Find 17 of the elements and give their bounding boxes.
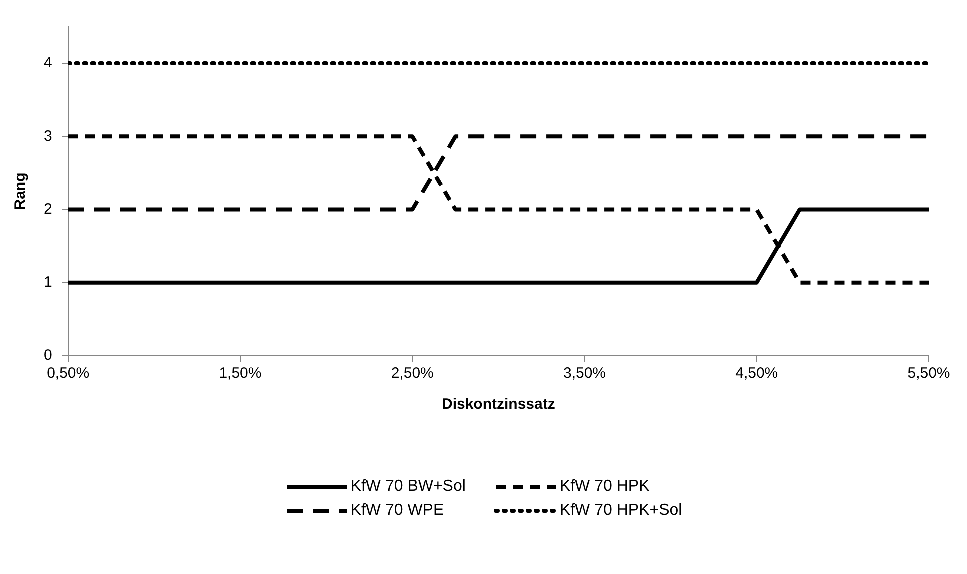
y-tick-label: 0	[44, 347, 52, 364]
x-tick-label: 5,50%	[908, 365, 950, 382]
legend-label: KfW 70 HPK	[560, 478, 650, 496]
x-tick-label: 0,50%	[47, 365, 90, 382]
y-tick-label: 4	[44, 54, 52, 72]
y-axis-title: Rang	[12, 172, 30, 210]
legend-label: KfW 70 BW+Sol	[350, 478, 466, 496]
y-tick-label: 1	[44, 274, 52, 292]
x-tick-label: 3,50%	[563, 365, 606, 382]
y-tick-label: 2	[44, 200, 52, 218]
x-tick-label: 2,50%	[391, 365, 434, 382]
legend-label: KfW 70 HPK+Sol	[560, 502, 682, 520]
legend-label: KfW 70 WPE	[350, 502, 444, 520]
x-tick-label: 1,50%	[219, 365, 262, 382]
x-axis-title: Diskontzinssatz	[442, 396, 556, 414]
x-tick-label: 4,50%	[736, 365, 778, 382]
y-tick-label: 3	[44, 128, 52, 145]
